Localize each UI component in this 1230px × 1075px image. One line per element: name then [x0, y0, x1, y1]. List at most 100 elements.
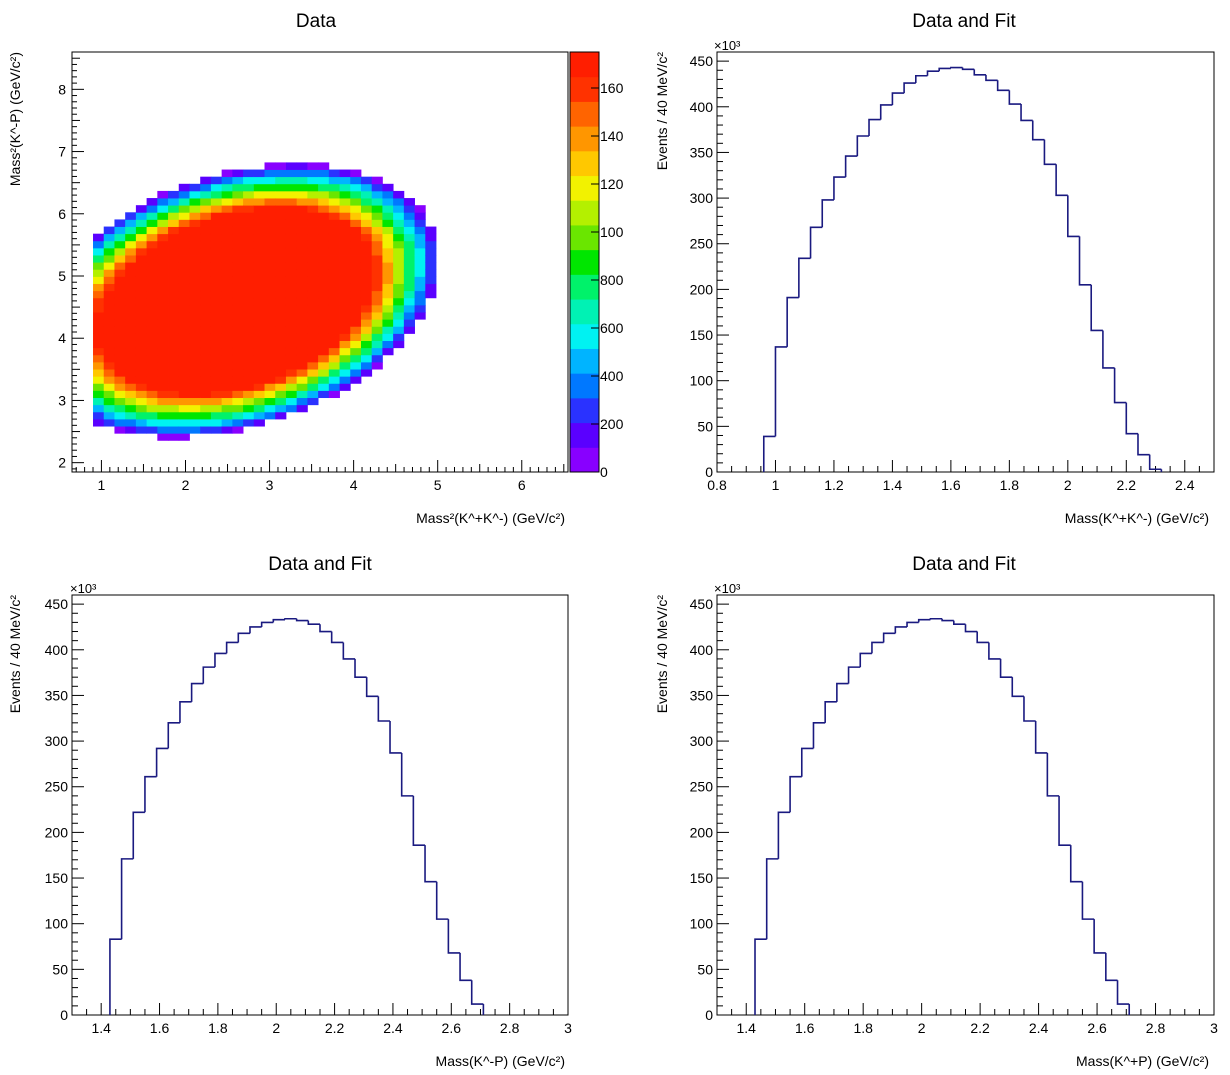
heatmap-cell: [210, 205, 223, 213]
heatmap-cell: [414, 269, 426, 277]
heatmap-cell: [210, 233, 223, 242]
heatmap-cell: [168, 333, 180, 341]
heatmap-cell: [103, 240, 115, 249]
heatmap-cell: [157, 383, 169, 391]
colorbar-tick-label: 160: [600, 80, 624, 96]
heatmap-cell: [114, 361, 126, 370]
heatmap-cell: [243, 297, 255, 306]
heatmap-cell: [103, 376, 115, 384]
heatmap-cell: [275, 369, 287, 377]
histogram-bin: [365, 677, 379, 698]
heatmap-cell: [200, 426, 212, 434]
heatmap-cell: [307, 226, 319, 235]
heatmap-cell: [157, 361, 169, 370]
heatmap-cell: [103, 354, 115, 363]
heatmap-cell: [189, 369, 201, 377]
heatmap-cell: [221, 233, 233, 242]
heatmap-cell: [168, 198, 180, 206]
heatmap-cell: [232, 333, 244, 341]
y-tick-label: 100: [45, 916, 69, 932]
y-tick-label: 350: [45, 687, 69, 703]
heatmap-cell: [189, 312, 201, 320]
heatmap-cell: [275, 233, 287, 242]
heatmap-cell: [318, 312, 330, 320]
heatmap-cell: [210, 397, 223, 406]
heatmap-cell: [371, 247, 383, 256]
heatmap-cell: [264, 411, 276, 420]
heatmap-cell: [114, 383, 126, 391]
heatmap-cell: [296, 326, 308, 334]
heatmap-cell: [178, 411, 190, 420]
heatmap-cell: [157, 255, 169, 263]
heatmap-cell: [318, 297, 330, 306]
histogram-bin: [812, 722, 826, 749]
colorbar-frame: [569, 51, 600, 473]
heatmap-cell: [275, 276, 287, 284]
heatmap-cell: [393, 226, 405, 235]
histogram-bin: [179, 701, 192, 723]
colorbar-swatch: [570, 397, 599, 424]
heatmap-cell: [275, 198, 287, 206]
histogram-bin: [447, 919, 461, 954]
heatmap-cell: [307, 169, 319, 178]
heatmap-cell: [243, 418, 255, 427]
heatmap-cell: [125, 262, 137, 270]
heatmap-cell: [146, 283, 158, 292]
heatmap-cell: [114, 233, 126, 242]
y-tick-label: 5: [58, 268, 66, 284]
histogram-bin: [1148, 454, 1162, 471]
x-tick-label: 0.8: [707, 477, 727, 493]
heatmap-cell: [350, 276, 362, 284]
heatmap-cell: [168, 404, 180, 413]
heatmap-cell: [200, 418, 212, 427]
heatmap-cell: [264, 226, 276, 235]
y-tick-label: 100: [690, 373, 714, 389]
heatmap-cell: [425, 226, 437, 235]
histogram-bin: [132, 811, 145, 859]
heatmap-cell: [232, 169, 244, 178]
histogram-bin: [1011, 677, 1024, 698]
heatmap-cell: [350, 183, 362, 192]
heatmap-cell: [200, 390, 212, 399]
histogram-bin: [155, 747, 169, 777]
heatmap-cell: [114, 304, 126, 313]
heatmap-cell: [371, 319, 383, 327]
heatmap-cell: [200, 205, 212, 213]
colorbar-swatch: [570, 76, 599, 102]
x-tick-label: 1.4: [91, 1020, 111, 1036]
heatmap-cell: [125, 269, 137, 277]
heatmap-cell: [425, 276, 437, 284]
x-tick-label: 3: [564, 1020, 572, 1036]
heatmap-cell: [146, 369, 158, 377]
heatmap-cell: [328, 283, 340, 292]
heatmap-cell: [243, 198, 255, 206]
heatmap-cell: [243, 376, 255, 384]
heatmap-cell: [125, 219, 137, 227]
heatmap-cell: [403, 198, 415, 206]
heatmap-cell: [393, 198, 405, 206]
heatmap-cell: [253, 397, 265, 406]
heatmap-cell: [243, 247, 255, 256]
heatmap-cell: [253, 283, 265, 292]
heatmap-cell: [393, 319, 405, 327]
heatmap-cell: [253, 276, 265, 284]
heatmap-cell: [157, 312, 169, 320]
heatmap-cell: [275, 312, 287, 320]
heatmap-cell: [232, 312, 244, 320]
heatmap-cell: [168, 347, 180, 356]
heatmap-cell: [393, 333, 405, 341]
heatmap-cell: [93, 333, 105, 341]
heatmap-cell: [371, 240, 383, 249]
heatmap-cell: [253, 411, 265, 420]
heatmap-cell: [371, 333, 383, 341]
heatmap-cell: [350, 219, 362, 227]
heatmap-cell: [146, 226, 158, 235]
heatmap-cell: [200, 326, 212, 334]
heatmap-cell: [210, 354, 223, 363]
heatmap-cell: [328, 347, 340, 356]
heatmap-cell: [264, 369, 276, 377]
heatmap-cell: [114, 247, 126, 256]
colorbar-tick-label: 120: [600, 176, 624, 192]
heatmap-cell: [264, 354, 276, 363]
heatmap-cell: [285, 354, 298, 363]
